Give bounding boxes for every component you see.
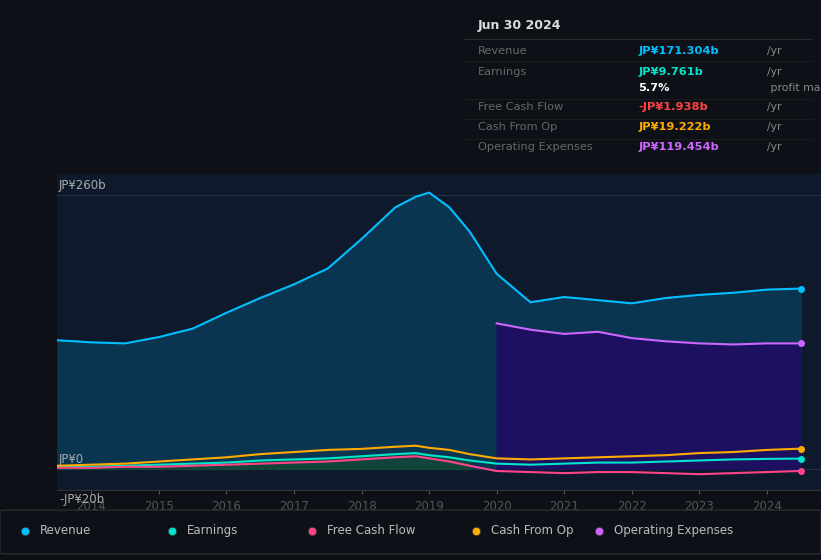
Text: Cash From Op: Cash From Op [478,122,557,132]
Text: -JP¥1.938b: -JP¥1.938b [639,102,708,112]
Text: Earnings: Earnings [478,67,527,77]
Text: JP¥19.222b: JP¥19.222b [639,122,711,132]
Text: /yr: /yr [768,46,782,56]
Text: Free Cash Flow: Free Cash Flow [478,102,563,112]
Text: /yr: /yr [768,122,782,132]
Text: /yr: /yr [768,102,782,112]
Text: JP¥171.304b: JP¥171.304b [639,46,719,56]
Text: /yr: /yr [768,67,782,77]
Text: 5.7%: 5.7% [639,83,670,93]
Text: JP¥0: JP¥0 [59,452,84,466]
Text: Cash From Op: Cash From Op [491,524,573,538]
Text: JP¥260b: JP¥260b [59,179,107,192]
Text: Earnings: Earnings [187,524,239,538]
Text: -JP¥20b: -JP¥20b [59,493,104,506]
Text: Jun 30 2024: Jun 30 2024 [478,19,562,32]
Text: /yr: /yr [768,142,782,152]
Text: JP¥9.761b: JP¥9.761b [639,67,704,77]
Text: Revenue: Revenue [39,524,91,538]
Text: Operating Expenses: Operating Expenses [478,142,593,152]
Text: Free Cash Flow: Free Cash Flow [327,524,415,538]
Text: Revenue: Revenue [478,46,527,56]
Text: JP¥119.454b: JP¥119.454b [639,142,719,152]
Text: Operating Expenses: Operating Expenses [614,524,733,538]
Text: profit margin: profit margin [768,83,821,93]
